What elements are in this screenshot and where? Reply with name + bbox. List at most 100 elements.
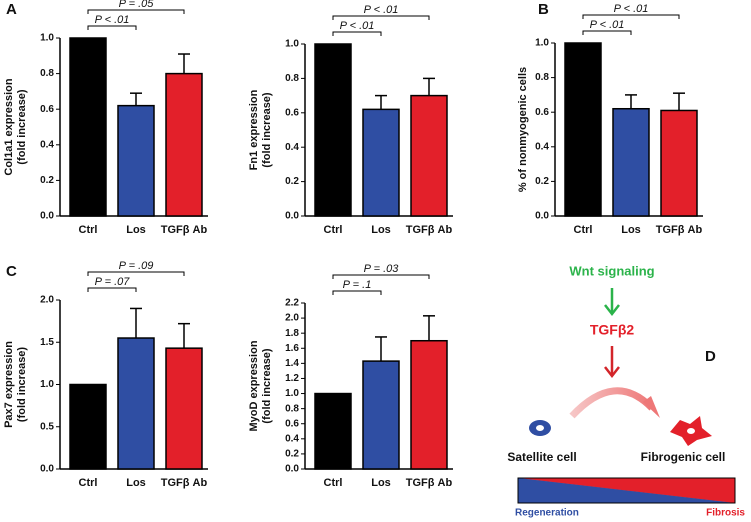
x-tick-label: Ctrl xyxy=(79,224,98,236)
significance-label: P < .01 xyxy=(340,20,375,32)
y-tick-label: 0.2 xyxy=(535,176,549,187)
y-tick-label: 0.0 xyxy=(40,211,54,222)
y-axis-label: Col1a1 expression xyxy=(3,78,15,175)
significance-label: P = .05 xyxy=(119,0,155,10)
bar xyxy=(69,383,107,470)
bar xyxy=(362,108,400,217)
y-tick-label: 0.4 xyxy=(285,142,299,153)
bar xyxy=(564,42,602,217)
diagram: Wnt signaling TGFβ2 Satellite cell Fibro… xyxy=(507,263,745,518)
bar xyxy=(165,347,203,470)
y-tick-label: 1.8 xyxy=(285,328,299,339)
y-tick-label: 1.0 xyxy=(285,39,299,50)
panel-label: C xyxy=(6,263,17,280)
arrow-head xyxy=(604,304,620,317)
y-tick-label: 0.2 xyxy=(285,449,299,460)
significance-bracket xyxy=(582,14,680,19)
significance-label: P < .01 xyxy=(95,14,130,26)
scale-label: Regeneration xyxy=(515,508,579,519)
significance-bracket xyxy=(87,287,137,292)
bar xyxy=(612,107,650,217)
significance-bracket xyxy=(332,15,430,20)
significance-bracket xyxy=(332,31,382,36)
y-tick-label: 0.8 xyxy=(285,73,299,84)
significance-bracket xyxy=(332,274,430,279)
arrow-head xyxy=(604,366,620,379)
y-tick-label: 1.0 xyxy=(285,388,299,399)
x-tick-label: Los xyxy=(126,224,146,236)
y-axis-label: (fold increase) xyxy=(261,348,273,424)
bar xyxy=(362,360,400,470)
nucleus xyxy=(687,428,695,434)
signal-label: Wnt signaling xyxy=(569,263,654,278)
y-tick-label: 0.6 xyxy=(535,107,549,118)
y-tick-label: 0.4 xyxy=(535,141,549,152)
y-tick-label: 1.0 xyxy=(535,38,549,49)
transition-arrow xyxy=(569,387,655,419)
x-tick-label: TGFβ Ab xyxy=(161,477,208,489)
y-tick-label: 0.5 xyxy=(40,421,54,432)
y-tick-label: 0.8 xyxy=(535,72,549,83)
y-tick-label: 2.0 xyxy=(285,313,299,324)
y-axis-label: (fold increase) xyxy=(261,92,273,168)
significance-label: P = .03 xyxy=(364,263,400,275)
x-tick-label: Los xyxy=(371,224,391,236)
x-tick-label: Ctrl xyxy=(324,477,343,489)
y-tick-label: 0.0 xyxy=(535,211,549,222)
y-tick-label: 0.0 xyxy=(285,211,299,222)
y-axis-label: Pax7 expression xyxy=(3,341,15,428)
y-tick-label: 0.6 xyxy=(285,418,299,429)
significance-bracket xyxy=(87,25,137,30)
significance-bracket xyxy=(332,290,382,295)
y-tick-label: 0.0 xyxy=(40,464,54,475)
significance-label: P = .09 xyxy=(119,260,154,272)
bar xyxy=(314,43,352,217)
significance-label: P < .01 xyxy=(364,4,399,16)
y-tick-label: 0.6 xyxy=(285,107,299,118)
y-tick-label: 1.4 xyxy=(285,358,299,369)
panel-label: B xyxy=(538,1,549,18)
y-axis-label: (fold increase) xyxy=(16,89,28,165)
significance-bracket xyxy=(582,30,632,35)
y-tick-label: 0.2 xyxy=(285,176,299,187)
y-tick-label: 0.0 xyxy=(285,464,299,475)
x-tick-label: Ctrl xyxy=(79,477,98,489)
significance-label: P < .01 xyxy=(590,19,625,31)
y-tick-label: 0.8 xyxy=(40,68,54,79)
mediator-label: TGFβ2 xyxy=(590,322,635,338)
y-tick-label: 1.5 xyxy=(40,337,54,348)
gradient-bar-blue xyxy=(518,478,735,503)
scale-label: Fibrosis xyxy=(706,508,745,519)
x-tick-label: Ctrl xyxy=(574,224,593,236)
significance-label: P < .01 xyxy=(614,3,649,15)
significance-bracket xyxy=(87,9,185,14)
x-tick-label: TGFβ Ab xyxy=(406,477,453,489)
x-tick-label: Los xyxy=(126,477,146,489)
y-tick-label: 2.0 xyxy=(40,295,54,306)
x-tick-label: TGFβ Ab xyxy=(406,224,453,236)
panel-label: A xyxy=(6,1,17,18)
y-tick-label: 0.4 xyxy=(40,139,54,150)
significance-label: P = .1 xyxy=(343,279,372,291)
bar xyxy=(69,37,107,217)
y-axis-label: MyoD expression xyxy=(248,340,260,431)
cell-label: Fibrogenic cell xyxy=(641,450,726,464)
x-tick-label: Los xyxy=(621,224,641,236)
bar xyxy=(117,337,155,470)
bar xyxy=(660,109,698,217)
y-axis-label: (fold increase) xyxy=(16,347,28,423)
y-tick-label: 0.6 xyxy=(40,104,54,115)
arrow-head xyxy=(643,396,660,418)
gradient-bar-frame xyxy=(517,477,736,504)
significance-bracket xyxy=(87,271,185,276)
bar xyxy=(410,339,448,470)
bar xyxy=(165,72,203,217)
significance-label: P = .07 xyxy=(95,276,131,288)
x-tick-label: Los xyxy=(371,477,391,489)
y-tick-label: 0.2 xyxy=(40,175,54,186)
bar xyxy=(314,392,352,470)
y-axis-label: % of nonmyogenic cells xyxy=(517,67,529,192)
y-tick-label: 0.4 xyxy=(285,433,299,444)
nucleus xyxy=(536,425,544,431)
